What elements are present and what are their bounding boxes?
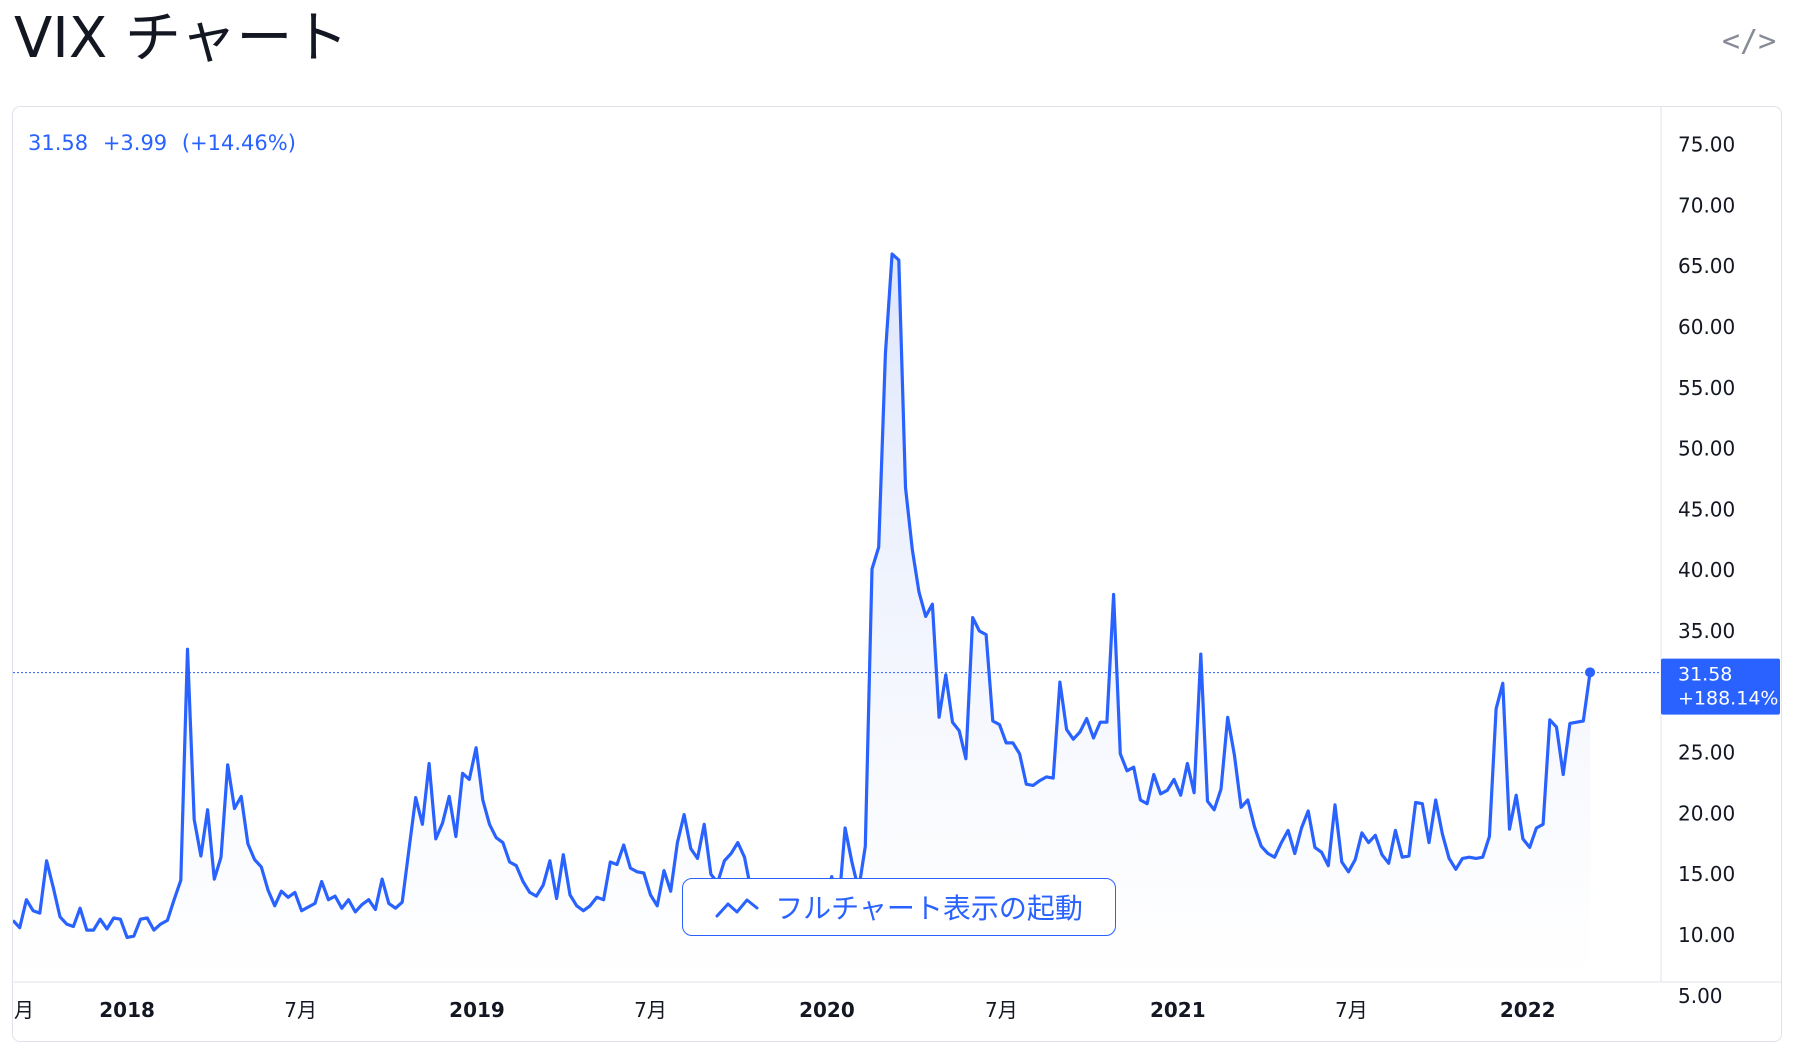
- last-price-dot: [1585, 667, 1596, 678]
- time-axis: 月 2018 7月 2019 7月 2020 7月 2021 7月 2022: [14, 998, 1556, 1022]
- trend-line-icon: [715, 898, 759, 918]
- badge-change-pct: +188.14%: [1678, 688, 1778, 710]
- x-tick-label: 2019: [449, 998, 505, 1022]
- summary-change-pct: (+14.46%): [182, 131, 296, 155]
- y-tick-label: 70.00: [1678, 193, 1735, 217]
- price-badge: 31.58 +188.14%: [1661, 658, 1780, 715]
- x-tick-label: 2020: [799, 998, 855, 1022]
- page-title: VIX チャート: [14, 6, 349, 71]
- price-axis: 75.00 70.00 65.00 60.00 55.00 50.00 45.00 40.00…: [1678, 133, 1735, 1008]
- y-tick-label: 40.00: [1678, 558, 1735, 582]
- full-chart-button-label: フルチャート表示の起動: [775, 892, 1083, 925]
- x-tick-label: 7月: [634, 998, 667, 1022]
- y-tick-label: 50.00: [1678, 437, 1735, 461]
- area-fill: [13, 254, 1591, 982]
- y-tick-label: 45.00: [1678, 497, 1735, 521]
- x-tick-label: 2018: [99, 998, 155, 1022]
- summary-price: 31.58: [28, 131, 88, 155]
- x-tick-label: 2021: [1150, 998, 1206, 1022]
- x-tick-label: 7月: [284, 998, 317, 1022]
- y-tick-label: 75.00: [1678, 133, 1735, 157]
- x-tick-label: 7月: [1335, 998, 1368, 1022]
- y-tick-label: 20.00: [1678, 801, 1735, 825]
- y-tick-label: 55.00: [1678, 376, 1735, 400]
- x-tick-label: 月: [14, 998, 34, 1022]
- summary-legend: 31.58 +3.99 (+14.46%): [28, 131, 296, 155]
- y-tick-label: 25.00: [1678, 741, 1735, 765]
- y-tick-label: 5.00: [1678, 984, 1723, 1008]
- y-tick-label: 65.00: [1678, 254, 1735, 278]
- summary-change: +3.99: [103, 131, 167, 155]
- y-tick-label: 10.00: [1678, 923, 1735, 947]
- y-tick-label: 60.00: [1678, 315, 1735, 339]
- series-line: [13, 252, 1592, 939]
- full-chart-button[interactable]: フルチャート表示の起動: [682, 878, 1116, 936]
- x-tick-label: 7月: [985, 998, 1018, 1022]
- y-tick-label: 35.00: [1678, 619, 1735, 643]
- x-tick-label: 2022: [1500, 998, 1556, 1022]
- badge-price: 31.58: [1678, 664, 1732, 686]
- y-tick-label: 15.00: [1678, 862, 1735, 886]
